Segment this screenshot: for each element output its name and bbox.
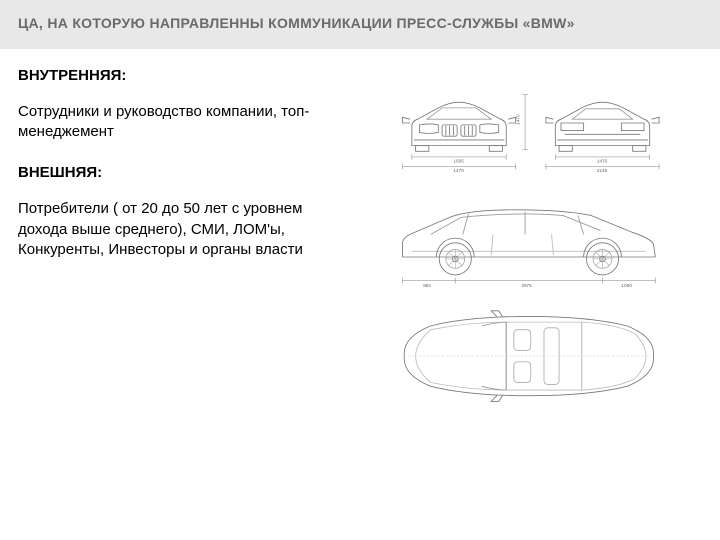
text-column: ВНУТРЕННЯЯ: Сотрудники и руководство ком… [0, 67, 360, 447]
dim-label: 2148 [597, 168, 608, 173]
dim-label: 2975 [521, 283, 532, 288]
dim-label: 1470 [515, 114, 520, 125]
dim-label: 1050 [621, 283, 632, 288]
internal-label: ВНУТРЕННЯЯ: [18, 67, 350, 84]
dim-label: 882 [423, 283, 431, 288]
internal-text: Сотрудники и руководство компании, топ-м… [18, 102, 350, 143]
content-row: ВНУТРЕННЯЯ: Сотрудники и руководство ком… [0, 49, 720, 447]
slide-header: ЦА, НА КОТОРУЮ НАПРАВЛЕННЫ КОММУНИКАЦИИ … [0, 0, 720, 49]
external-text: Потребители ( от 20 до 50 лет с уровнем … [18, 199, 350, 260]
page-title: ЦА, НА КОТОРУЮ НАПРАВЛЕННЫ КОММУНИКАЦИИ … [18, 14, 702, 33]
blueprint-column: 1470 [376, 67, 696, 447]
external-label: ВНЕШНЯЯ: [18, 164, 350, 181]
dim-label: 1935 [453, 159, 464, 164]
car-blueprint-diagram: 1470 [376, 67, 678, 447]
dim-label: 1470 [453, 168, 464, 173]
slide: ЦА, НА КОТОРУЮ НАПРАВЛЕННЫ КОММУНИКАЦИИ … [0, 0, 720, 540]
dim-label: 1470 [597, 159, 608, 164]
